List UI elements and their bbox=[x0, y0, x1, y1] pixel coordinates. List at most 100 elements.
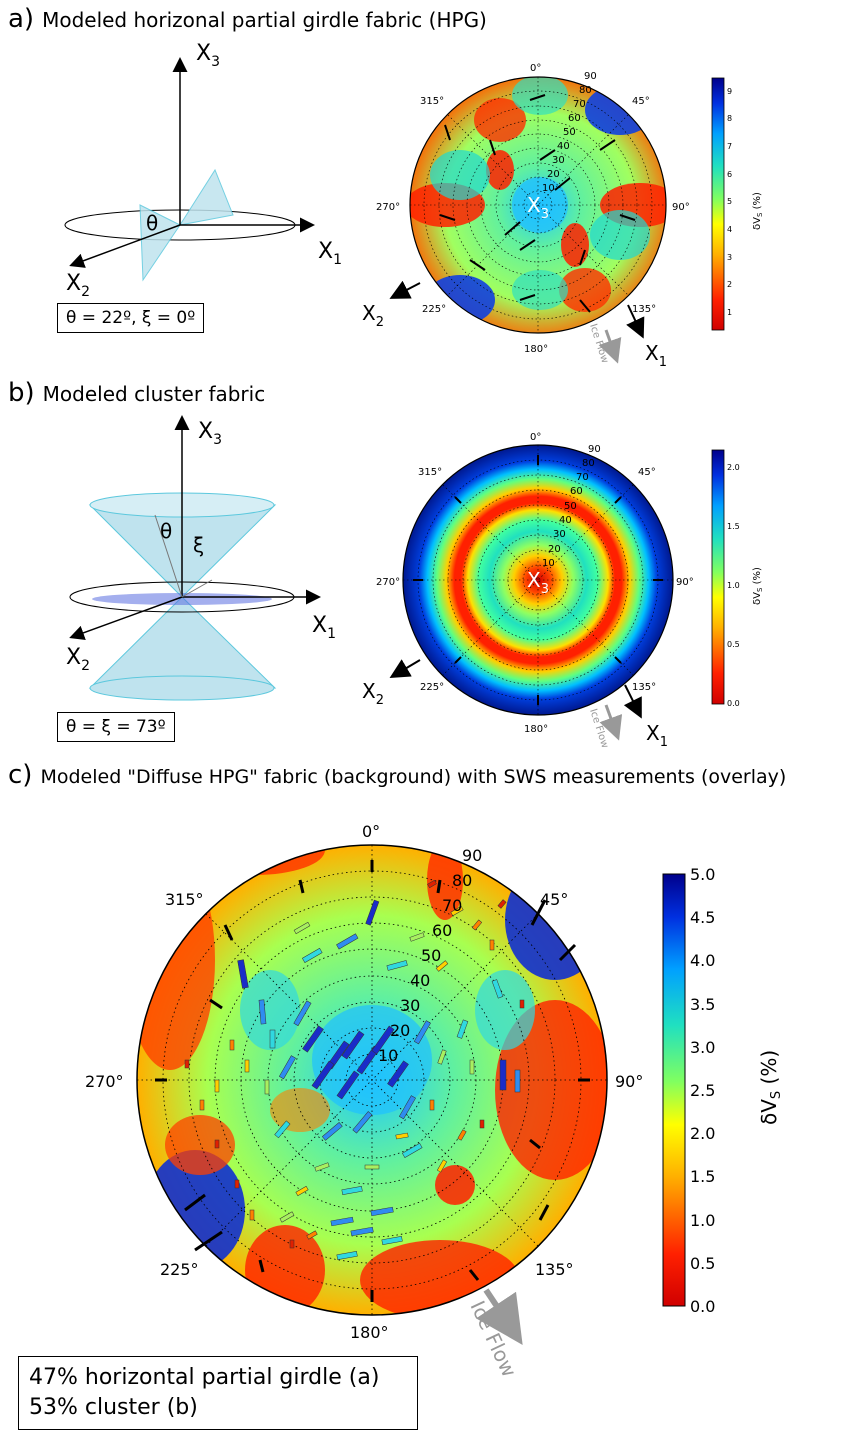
panel-a-title: a) Modeled horizonal partial girdle fabri… bbox=[8, 4, 487, 34]
polar-b-azimuth-labels: 0° 45° 90° 135° 180° 225° 270° 315° bbox=[376, 432, 694, 735]
panel-a-title-text: Modeled horizonal partial girdle fabric … bbox=[42, 8, 487, 32]
svg-text:4.0: 4.0 bbox=[690, 951, 715, 970]
polar-a-azimuth-labels: 0° 45° 90° 135° 180° 225° 270° 315° bbox=[376, 63, 690, 355]
svg-text:80: 80 bbox=[582, 458, 595, 469]
svg-text:315°: 315° bbox=[420, 96, 444, 107]
panel-b-polar-plot: X3 0° 45° 90° 135° 180° 225° 270° 315° 1… bbox=[362, 432, 694, 750]
svg-text:30: 30 bbox=[552, 155, 565, 166]
svg-text:180°: 180° bbox=[524, 344, 548, 355]
svg-text:10: 10 bbox=[378, 1046, 398, 1065]
svg-text:315°: 315° bbox=[418, 467, 442, 478]
svg-text:2: 2 bbox=[727, 280, 732, 289]
svg-text:0.0: 0.0 bbox=[690, 1297, 715, 1316]
panel-c-summary-line1: 47% horizontal partial girdle (a) bbox=[29, 1365, 380, 1390]
svg-text:5: 5 bbox=[727, 197, 732, 206]
svg-text:9: 9 bbox=[727, 87, 732, 96]
svg-text:3: 3 bbox=[727, 253, 732, 262]
polar-c-ring-labels: 10 20 30 40 50 60 70 80 90 bbox=[378, 846, 482, 1065]
polar-b-center-label: X3 bbox=[527, 568, 549, 597]
svg-text:90°: 90° bbox=[676, 577, 694, 588]
panel-b-title: b) Modeled cluster fabric bbox=[8, 378, 265, 408]
svg-text:1.0: 1.0 bbox=[690, 1211, 715, 1230]
polar-b-ice-flow-label: Ice Flow bbox=[587, 708, 610, 750]
svg-text:270°: 270° bbox=[85, 1072, 124, 1091]
svg-text:1: 1 bbox=[727, 308, 732, 317]
colorbar-a: 1 2 3 4 5 6 7 8 9 δVS (%) bbox=[711, 77, 764, 331]
sketch-b-lower-cone bbox=[88, 596, 277, 689]
colorbar-c: 0.0 0.5 1.0 1.5 2.0 2.5 3.0 3.5 4.0 4.5 … bbox=[662, 865, 784, 1316]
panel-a-params: θ = 22º, ξ = 0º bbox=[66, 308, 196, 328]
svg-text:90: 90 bbox=[584, 71, 597, 82]
svg-text:10: 10 bbox=[542, 558, 555, 569]
svg-text:180°: 180° bbox=[350, 1323, 389, 1342]
svg-text:225°: 225° bbox=[160, 1260, 199, 1279]
colorbar-b-ticks: 0.0 0.5 1.0 1.5 2.0 bbox=[727, 463, 740, 708]
svg-text:0.5: 0.5 bbox=[690, 1254, 715, 1273]
colorbar-b: 0.0 0.5 1.0 1.5 2.0 δVS (%) bbox=[711, 449, 764, 708]
svg-text:70: 70 bbox=[442, 896, 462, 915]
svg-text:180°: 180° bbox=[524, 724, 548, 735]
panel-b: θ ξ X3 X1 X2 X3 0° bbox=[66, 415, 764, 750]
svg-text:270°: 270° bbox=[376, 577, 400, 588]
colorbar-a-ticks: 1 2 3 4 5 6 7 8 9 bbox=[727, 87, 732, 317]
svg-text:0.5: 0.5 bbox=[727, 640, 740, 649]
svg-text:315°: 315° bbox=[165, 890, 204, 909]
panel-a-polar-plot: X3 0° 45° 90° 135° 180° 225° 270° 315° 1… bbox=[362, 63, 690, 370]
panel-c-letter: c) bbox=[8, 760, 33, 790]
colorbar-c-label: δVS (%) bbox=[757, 1050, 784, 1125]
svg-text:270°: 270° bbox=[376, 202, 400, 213]
svg-text:2.0: 2.0 bbox=[690, 1124, 715, 1143]
svg-text:40: 40 bbox=[557, 141, 570, 152]
svg-text:50: 50 bbox=[563, 127, 576, 138]
panel-c-summary-line2: 53% cluster (b) bbox=[29, 1395, 198, 1420]
sketch-a-x3-label: X3 bbox=[196, 41, 220, 70]
colorbar-b-label: δVS (%) bbox=[752, 567, 764, 605]
panel-a-params-box: θ = 22º, ξ = 0º bbox=[57, 303, 205, 333]
svg-text:5.0: 5.0 bbox=[690, 865, 715, 884]
svg-text:225°: 225° bbox=[422, 304, 446, 315]
svg-text:1.5: 1.5 bbox=[690, 1167, 715, 1186]
svg-text:0°: 0° bbox=[362, 822, 380, 841]
svg-text:30: 30 bbox=[400, 996, 420, 1015]
panel-b-letter: b) bbox=[8, 378, 35, 408]
svg-text:1.0: 1.0 bbox=[727, 581, 740, 590]
svg-text:40: 40 bbox=[410, 971, 430, 990]
panel-c-summary-box: 47% horizontal partial girdle (a) 53% cl… bbox=[18, 1356, 418, 1430]
sketch-a-cone-left bbox=[139, 204, 181, 282]
sketch-b-x2-axis bbox=[69, 596, 183, 640]
svg-text:7: 7 bbox=[727, 142, 732, 151]
svg-text:70: 70 bbox=[573, 99, 586, 110]
panel-a-letter: a) bbox=[8, 4, 35, 34]
svg-text:45°: 45° bbox=[540, 890, 568, 909]
sketch-b-xi-label: ξ bbox=[193, 533, 204, 557]
svg-text:10: 10 bbox=[542, 183, 555, 194]
svg-text:3.0: 3.0 bbox=[690, 1038, 715, 1057]
svg-text:30: 30 bbox=[553, 529, 566, 540]
polar-c-ice-flow-label: Ice Flow bbox=[465, 1297, 521, 1381]
svg-text:90°: 90° bbox=[672, 202, 690, 213]
svg-text:70: 70 bbox=[576, 472, 589, 483]
svg-text:45°: 45° bbox=[638, 467, 656, 478]
svg-text:2.5: 2.5 bbox=[690, 1081, 715, 1100]
panel-a: θ X3 X1 X2 bbox=[64, 41, 764, 370]
polar-a-x2-label: X2 bbox=[362, 301, 384, 330]
svg-text:135°: 135° bbox=[632, 682, 656, 693]
svg-text:90°: 90° bbox=[615, 1072, 643, 1091]
sketch-a-cone-right bbox=[178, 168, 234, 226]
svg-text:8: 8 bbox=[727, 114, 732, 123]
sketch-a-theta-label: θ bbox=[146, 211, 158, 235]
panel-b-params: θ = ξ = 73º bbox=[66, 717, 166, 737]
polar-a-ice-flow-label: Ice Flow bbox=[587, 323, 610, 365]
svg-text:45°: 45° bbox=[632, 96, 650, 107]
panel-a-sketch: θ X3 X1 X2 bbox=[64, 41, 342, 300]
polar-a-center-label: X3 bbox=[527, 193, 549, 222]
svg-text:3.5: 3.5 bbox=[690, 995, 715, 1014]
svg-text:0°: 0° bbox=[530, 432, 541, 443]
svg-text:60: 60 bbox=[432, 921, 452, 940]
svg-text:50: 50 bbox=[564, 501, 577, 512]
svg-text:2.0: 2.0 bbox=[727, 463, 740, 472]
sketch-a-x1-label: X1 bbox=[318, 239, 342, 268]
panel-c-title-text: Modeled "Diffuse HPG" fabric (background… bbox=[40, 766, 787, 788]
svg-text:80: 80 bbox=[579, 85, 592, 96]
